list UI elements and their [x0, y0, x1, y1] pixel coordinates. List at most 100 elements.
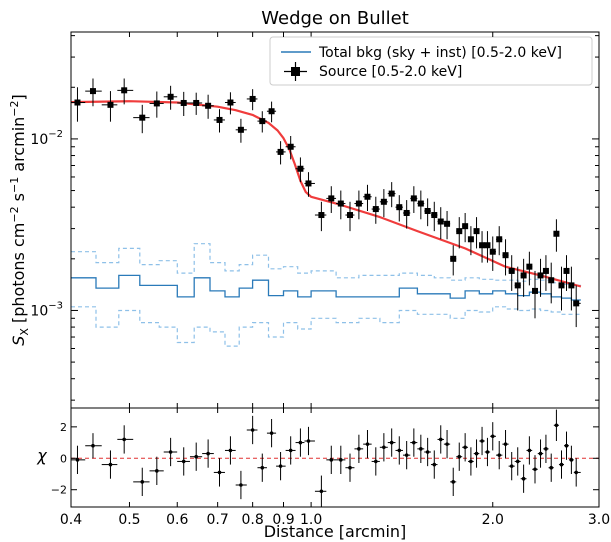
residual-point	[374, 460, 378, 464]
source-point	[484, 242, 490, 248]
x-tick-label: 0.6	[166, 512, 188, 528]
legend-label-bkg: Total bkg (sky + inst) [0.5-2.0 keV]	[318, 45, 562, 61]
legend-label-source: Source [0.5-2.0 keV]	[319, 64, 462, 80]
bkg-lower-band	[71, 307, 581, 346]
residual-point	[560, 463, 564, 467]
x-tick-label: 0.7	[207, 512, 229, 528]
residual-point	[260, 466, 264, 470]
source-point	[548, 277, 554, 283]
source-point	[553, 231, 559, 237]
source-point	[431, 212, 437, 218]
residual-point	[457, 455, 461, 459]
source-point	[259, 118, 265, 124]
source-point	[573, 300, 579, 306]
x-tick-label: 2.0	[482, 512, 504, 528]
residual-point	[574, 471, 578, 475]
y-tick-exponent: −2	[48, 129, 63, 140]
source-point	[278, 149, 284, 155]
residual-point	[218, 471, 222, 475]
y-axis-label-text: [photons cm	[9, 223, 28, 328]
residual-point	[491, 434, 495, 438]
bkg-step-line	[71, 275, 581, 300]
x-tick-label: 0.8	[242, 512, 264, 528]
source-point	[468, 236, 474, 242]
source-point	[444, 221, 450, 227]
source-point	[521, 272, 527, 278]
source-point	[503, 252, 509, 258]
source-point	[404, 210, 410, 216]
residual-point	[533, 467, 537, 471]
source-point	[563, 268, 569, 274]
source-point	[418, 201, 424, 207]
residual-axis-ticks: 0.4 0.5 0.6 0.7 0.8 0.9 1.0 2.0 3.020−2	[51, 32, 610, 528]
residual-point	[432, 463, 436, 467]
source-point	[543, 268, 549, 274]
source-point	[490, 249, 496, 255]
source-point	[474, 228, 480, 234]
source-point	[364, 194, 370, 200]
residual-point	[504, 442, 508, 446]
x-tick-label: 0.4	[60, 512, 82, 528]
y-axis-label-text: ]	[9, 94, 28, 100]
residual-point	[565, 444, 569, 448]
source-point	[496, 236, 502, 242]
source-point	[411, 195, 417, 201]
source-point	[509, 268, 515, 274]
source-point	[107, 102, 113, 108]
residual-point	[357, 447, 361, 451]
residual-point	[439, 438, 443, 442]
residual-point	[270, 431, 274, 435]
main-plot-area	[70, 78, 581, 346]
y-axis-label-text: s	[9, 193, 28, 206]
source-point	[193, 100, 199, 106]
residual-point	[463, 445, 467, 449]
source-point	[532, 288, 538, 294]
residual-point	[229, 449, 233, 453]
residual-point	[544, 447, 548, 451]
source-point	[515, 282, 521, 288]
y-axis-label-exponent: −1	[8, 177, 21, 193]
source-point	[389, 191, 395, 197]
residual-point	[516, 460, 520, 464]
residual-point	[122, 438, 126, 442]
source-point	[90, 88, 96, 94]
residual-point	[480, 439, 484, 443]
residual-point	[279, 464, 283, 468]
chart-title: Wedge on Bullet	[261, 8, 409, 29]
residual-point	[549, 466, 553, 470]
residual-point	[91, 444, 95, 448]
legend: Total bkg (sky + inst) [0.5-2.0 keV] Sou…	[270, 37, 592, 85]
source-point	[462, 223, 468, 229]
residual-point	[405, 453, 409, 457]
residual-y-tick-label: −2	[51, 484, 67, 497]
residual-point	[289, 449, 293, 453]
residual-point	[510, 464, 514, 468]
y-tick-label-1e-2: 10−2	[30, 129, 63, 148]
residual-point	[169, 450, 173, 454]
main-plot-frame	[71, 32, 599, 408]
source-point	[121, 87, 127, 93]
main-panel: 10−2 10−3 SX [photons cm−2 s−1 arcmin−2]…	[8, 32, 599, 507]
source-point	[168, 94, 174, 100]
residual-point	[307, 439, 311, 443]
source-point	[250, 96, 256, 102]
source-point	[297, 166, 303, 172]
residual-point	[329, 458, 333, 462]
residual-point	[451, 480, 455, 484]
residual-point	[366, 442, 370, 446]
source-point	[396, 204, 402, 210]
residual-point	[390, 441, 394, 445]
x-tick-label: 3.0	[588, 512, 610, 528]
y-axis-label-symbol: S	[9, 336, 28, 346]
source-point	[356, 201, 362, 207]
residual-point	[206, 452, 210, 456]
source-point	[479, 242, 485, 248]
source-point	[288, 144, 294, 150]
source-point	[438, 219, 444, 225]
residual-point	[348, 466, 352, 470]
source-point	[74, 100, 80, 106]
source-point	[538, 272, 544, 278]
residual-point	[426, 450, 430, 454]
residual-point	[239, 483, 243, 487]
